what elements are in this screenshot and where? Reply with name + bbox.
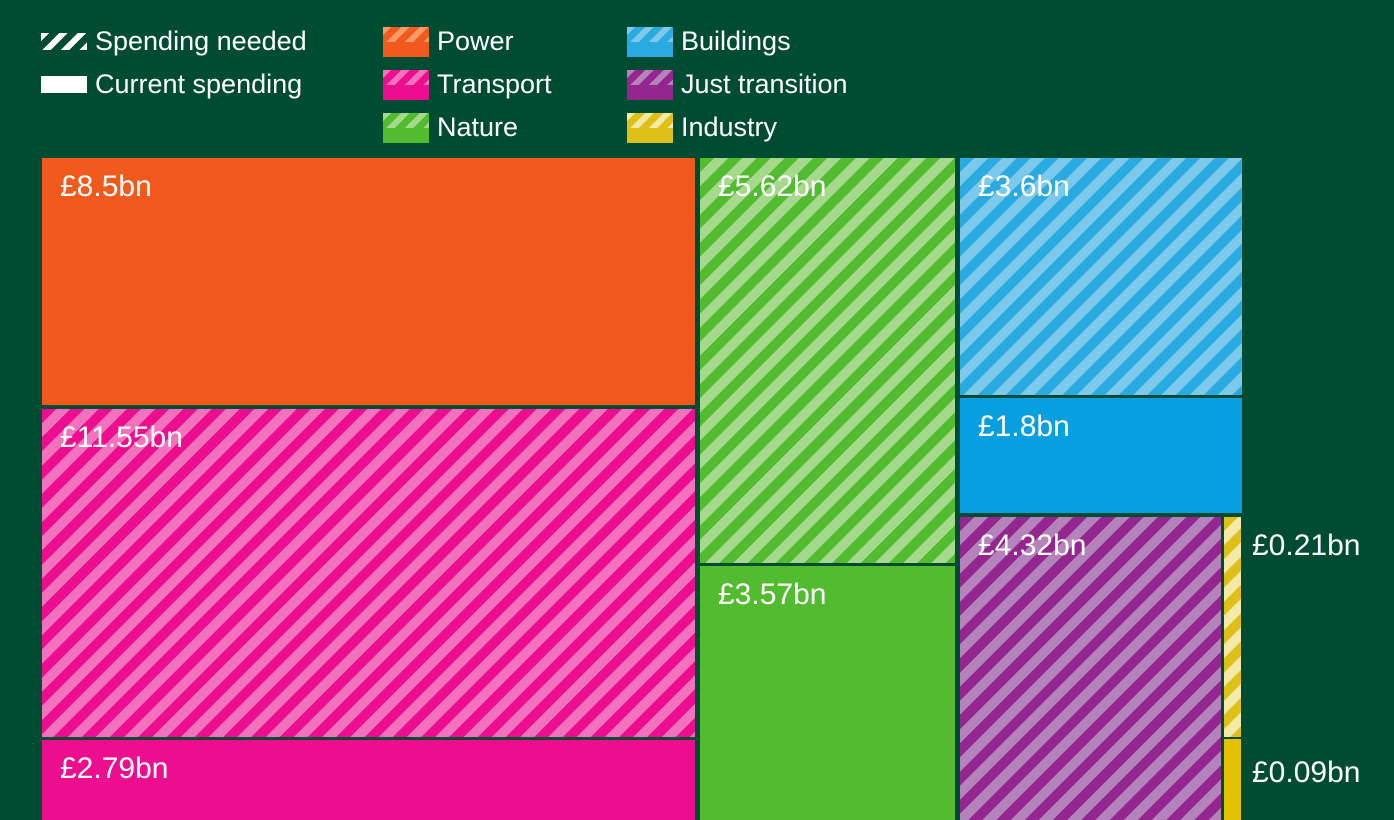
just-transition-swatch-hatch	[627, 69, 673, 85]
legend-pattern-column: Spending needed Current spending	[41, 20, 307, 106]
legend-item-buildings: Buildings	[627, 20, 848, 63]
block-value-label: £3.6bn	[978, 170, 1070, 203]
nature-swatch-hatch	[383, 112, 429, 128]
just-transition-swatch-icon	[627, 69, 673, 100]
block-value-label: £5.62bn	[718, 170, 827, 203]
legend-category-column-1: Power Transport Nature	[383, 20, 552, 149]
legend-category-column-2: Buildings Just transition Industry	[627, 20, 848, 149]
legend-label-power: Power	[437, 26, 514, 56]
transport-swatch-icon	[383, 69, 429, 100]
industry-current-value-label: £0.09bn	[1252, 756, 1361, 789]
treemap-block-nature-current: £3.57bn	[700, 566, 955, 820]
legend-label-nature: Nature	[437, 112, 519, 142]
treemap-block-industry-current	[1224, 739, 1241, 820]
legend-item-transport: Transport	[383, 63, 552, 106]
treemap-block-nature-needed: £5.62bn	[700, 158, 955, 563]
treemap-block-just-transition-needed: £4.32bn	[960, 517, 1221, 820]
nature-swatch-icon	[383, 112, 429, 143]
legend-item-power: Power	[383, 20, 552, 63]
legend-label-just-transition: Just transition	[681, 69, 848, 99]
buildings-swatch-hatch	[627, 26, 673, 42]
power-swatch-icon	[383, 26, 429, 57]
legend-item-industry: Industry	[627, 106, 848, 149]
legend-item-current-spending: Current spending	[41, 63, 307, 106]
block-value-label: £3.57bn	[718, 578, 827, 611]
industry-swatch-icon	[627, 112, 673, 143]
treemap-block-buildings-needed: £3.6bn	[960, 158, 1242, 395]
legend-label-spending-needed: Spending needed	[95, 26, 307, 56]
legend-label-industry: Industry	[681, 112, 778, 142]
spending-needed-hatch-swatch-icon	[41, 33, 87, 50]
block-value-label: £2.79bn	[60, 752, 169, 785]
current-spending-solid-swatch-icon	[41, 76, 87, 93]
treemap-block-transport-current: £2.79bn	[42, 740, 695, 820]
block-value-label: £1.8bn	[978, 410, 1070, 443]
legend-item-just-transition: Just transition	[627, 63, 848, 106]
power-swatch-hatch	[383, 26, 429, 42]
legend-label-current-spending: Current spending	[95, 69, 303, 99]
block-value-label: £11.55bn	[60, 421, 183, 454]
treemap-block-power-current: £8.5bn	[42, 158, 695, 405]
block-value-label: £8.5bn	[60, 170, 152, 203]
transport-swatch-hatch	[383, 69, 429, 85]
industry-swatch-hatch	[627, 112, 673, 128]
block-value-label: £4.32bn	[978, 529, 1087, 562]
treemap-block-buildings-current: £1.8bn	[960, 398, 1242, 513]
treemap-block-industry-needed	[1224, 517, 1241, 737]
buildings-swatch-icon	[627, 26, 673, 57]
legend-item-spending-needed: Spending needed	[41, 20, 307, 63]
legend-label-buildings: Buildings	[681, 26, 791, 56]
legend-label-transport: Transport	[437, 69, 552, 99]
treemap-block-transport-needed: £11.55bn	[42, 409, 695, 737]
legend-item-nature: Nature	[383, 106, 552, 149]
industry-needed-value-label: £0.21bn	[1252, 529, 1361, 562]
